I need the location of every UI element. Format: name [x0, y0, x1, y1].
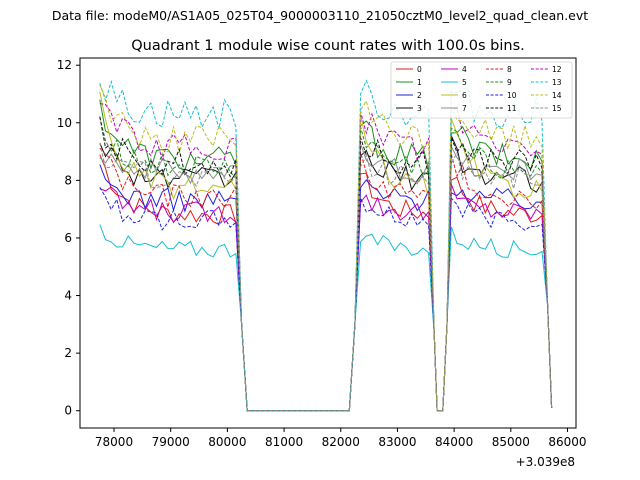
series-line-11 — [99, 116, 553, 412]
data-file-label: Data file: modeM0/AS1A05_025T04_90000031… — [52, 8, 588, 23]
y-axis: 0 2 4 6 8 10 12 — [57, 58, 80, 418]
y-tick-label: 0 — [64, 404, 72, 418]
series-line-15 — [99, 142, 553, 412]
y-tick-label: 12 — [57, 58, 72, 72]
legend-label-3: 3 — [417, 104, 422, 113]
legend-label-7: 7 — [462, 104, 467, 113]
legend-label-12: 12 — [552, 65, 562, 74]
chart-title: Quadrant 1 module wise count rates with … — [131, 38, 525, 54]
legend-label-8: 8 — [507, 65, 512, 74]
series-line-5 — [99, 224, 553, 412]
x-tick-label: 85000 — [492, 435, 530, 449]
y-tick-label: 2 — [64, 346, 72, 360]
series-line-1 — [99, 99, 553, 412]
x-axis: 78000 79000 80000 81000 82000 83000 84000 85000… — [95, 428, 587, 449]
series-line-12 — [99, 103, 553, 412]
legend-label-2: 2 — [417, 91, 422, 100]
series-line-14 — [99, 84, 553, 412]
series-line-3 — [99, 135, 553, 412]
series-line-10 — [99, 187, 553, 412]
series-lines — [99, 79, 553, 412]
x-tick-label: 80000 — [208, 435, 246, 449]
series-line-9 — [99, 116, 553, 412]
legend-label-5: 5 — [462, 78, 467, 87]
legend-label-4: 4 — [462, 65, 467, 74]
series-line-8 — [99, 147, 553, 412]
legend-label-14: 14 — [552, 91, 562, 100]
series-line-6 — [99, 91, 553, 412]
legend-label-13: 13 — [552, 78, 562, 87]
series-line-7 — [99, 143, 553, 412]
legend-label-6: 6 — [462, 91, 467, 100]
legend-label-10: 10 — [507, 91, 517, 100]
y-tick-label: 6 — [64, 231, 72, 245]
legend-label-11: 11 — [507, 104, 517, 113]
legend-label-9: 9 — [507, 78, 512, 87]
x-tick-label: 79000 — [152, 435, 190, 449]
legend-label-0: 0 — [417, 65, 422, 74]
series-line-4 — [99, 184, 553, 412]
plot-frame — [79, 57, 577, 429]
x-tick-label: 81000 — [265, 435, 303, 449]
legend-box — [390, 61, 573, 119]
x-tick-label: 86000 — [548, 435, 586, 449]
series-line-0 — [99, 154, 553, 412]
series-line-13 — [99, 79, 553, 412]
x-tick-label: 78000 — [95, 435, 133, 449]
series-line-2 — [99, 164, 553, 412]
x-tick-label: 83000 — [378, 435, 416, 449]
x-tick-label: 84000 — [435, 435, 473, 449]
x-axis-offset-label: +3.039e8 — [516, 455, 575, 469]
x-tick-label: 82000 — [322, 435, 360, 449]
y-tick-label: 10 — [57, 116, 72, 130]
y-tick-label: 8 — [64, 173, 72, 187]
y-tick-label: 4 — [64, 289, 72, 303]
legend-label-15: 15 — [552, 104, 562, 113]
legend-label-1: 1 — [417, 78, 422, 87]
